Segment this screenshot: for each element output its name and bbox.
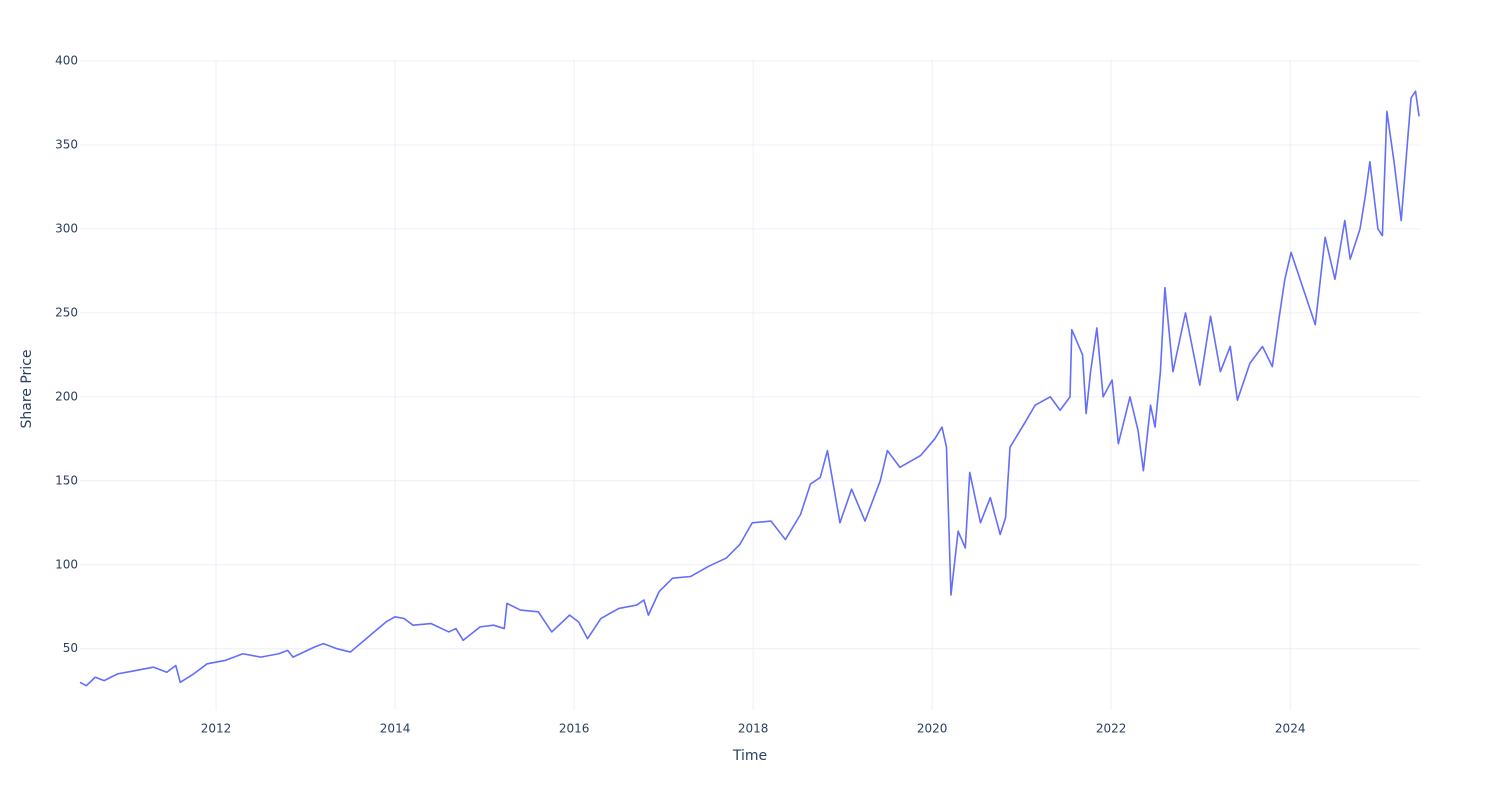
grid	[80, 60, 1420, 710]
y-tick-label: 400	[55, 54, 78, 68]
x-tick-label: 2012	[201, 722, 232, 736]
x-tick-label: 2020	[917, 722, 948, 736]
x-tick-label: 2018	[738, 722, 769, 736]
y-tick-label: 200	[55, 389, 78, 403]
y-tick-label: 50	[63, 641, 78, 655]
x-axis-title: Time	[732, 748, 767, 764]
y-tick-label: 150	[55, 473, 78, 487]
y-tick-label: 250	[55, 305, 78, 319]
y-tick-label: 100	[55, 557, 78, 571]
x-tick-label: 2022	[1096, 722, 1127, 736]
price-line	[79, 90, 1420, 687]
x-tick-label: 2014	[380, 722, 411, 736]
y-axis-title: Share Price	[19, 349, 35, 428]
x-tick-label: 2016	[559, 722, 590, 736]
y-tick-label: 300	[55, 221, 78, 235]
y-tick-label: 350	[55, 137, 78, 151]
x-tick-label: 2024	[1275, 722, 1306, 736]
